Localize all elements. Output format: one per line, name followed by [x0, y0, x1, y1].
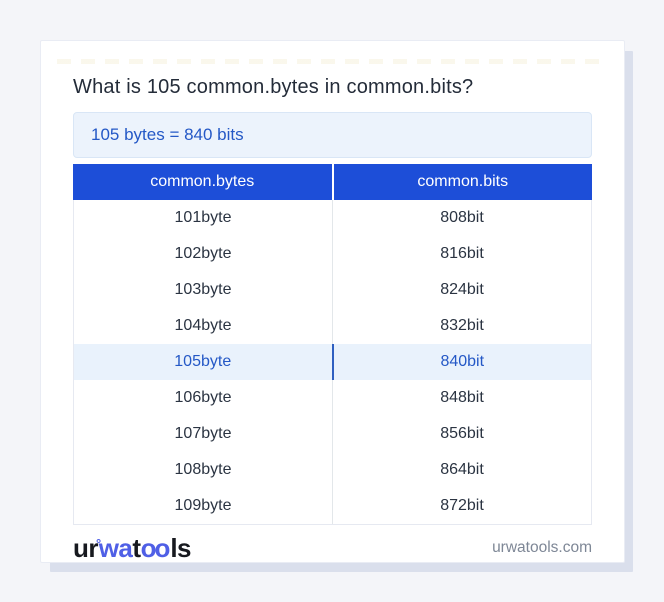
table-row: 109byte 872bit: [74, 488, 591, 524]
bytes-cell: 109byte: [74, 488, 333, 524]
bits-cell: 840bit: [440, 353, 485, 370]
table-row: 104byte 832bit: [74, 308, 591, 344]
bits-cell: 832bit: [440, 317, 484, 334]
table-header-row: common.bytes common.bits: [73, 164, 592, 200]
bytes-cell: 107byte: [74, 416, 333, 452]
bits-cell: 856bit: [440, 425, 484, 442]
logo-part-ls: ls: [170, 532, 192, 563]
bits-cell: 864bit: [440, 461, 484, 478]
bits-cell: 808bit: [440, 209, 484, 226]
table-header-bits: common.bits: [333, 164, 592, 200]
bits-cell: 816bit: [440, 245, 484, 262]
card-footer: ur°watools urwatools.com: [73, 531, 592, 565]
bits-cell: 824bit: [440, 281, 484, 298]
bytes-cell: 106byte: [74, 380, 333, 416]
bits-cell: 848bit: [440, 389, 484, 406]
logo-part-ur: ur: [73, 532, 99, 563]
bytes-cell: 105byte: [74, 344, 334, 380]
conversion-result-text: 105 bytes = 840 bits: [91, 125, 244, 144]
conversion-result-box: 105 bytes = 840 bits: [73, 112, 592, 158]
table-row: 105byte 840bit: [74, 344, 591, 380]
table-row: 103byte 824bit: [74, 272, 591, 308]
bytes-cell: 103byte: [74, 272, 333, 308]
table-body: 101byte 808bit 102byte 816bit 103byte 824bit 1…: [73, 200, 592, 525]
conversion-table: common.bytes common.bits 101byte 808bit 10…: [73, 164, 592, 525]
decorative-dashes: [57, 59, 608, 64]
table-row: 107byte 856bit: [74, 416, 591, 452]
table-row: 101byte 808bit: [74, 200, 591, 236]
logo-part-wa: wa: [98, 532, 133, 563]
logo-part-oo: oo: [140, 532, 171, 563]
website-url: urwatools.com: [492, 539, 592, 556]
bytes-cell: 102byte: [74, 236, 333, 272]
page-title: What is 105 common.bytes in common.bits?: [73, 76, 474, 98]
logo-part-t: t: [132, 532, 141, 563]
urwatools-logo[interactable]: ur°watools: [73, 532, 192, 564]
logo-ring-icon: °: [96, 535, 101, 551]
table-header-bytes: common.bytes: [73, 164, 332, 200]
table-row: 108byte 864bit: [74, 452, 591, 488]
conversion-card: What is 105 common.bytes in common.bits?…: [40, 40, 625, 563]
bytes-cell: 104byte: [74, 308, 333, 344]
bytes-cell: 101byte: [74, 200, 333, 236]
table-row: 102byte 816bit: [74, 236, 591, 272]
bytes-cell: 108byte: [74, 452, 333, 488]
bits-cell: 872bit: [440, 497, 484, 514]
table-row: 106byte 848bit: [74, 380, 591, 416]
